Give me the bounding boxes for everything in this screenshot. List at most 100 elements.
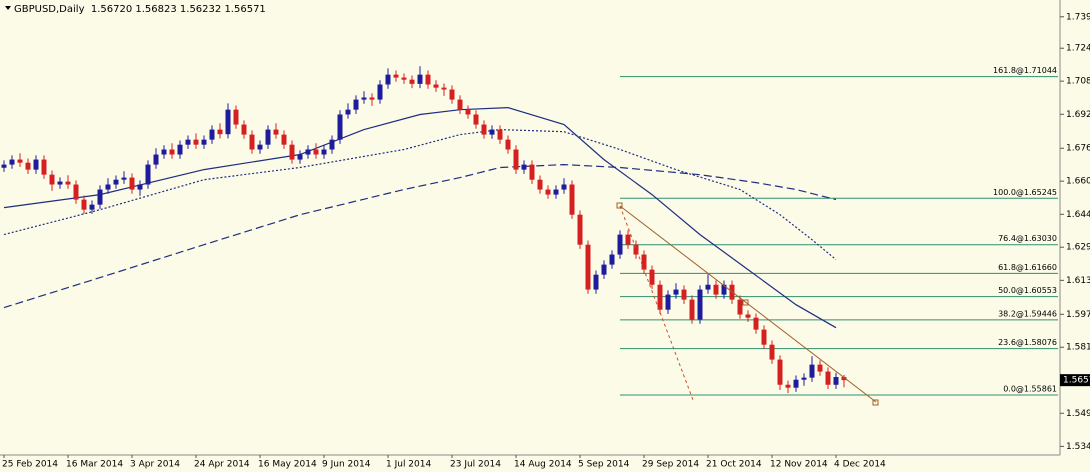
y-tick-label: 1.5499	[1066, 409, 1090, 419]
fib-label: 76.4@1.63030	[998, 234, 1057, 243]
candle-body	[801, 377, 807, 380]
candle-body	[617, 234, 623, 255]
candle-body	[553, 189, 559, 195]
candle-body	[809, 364, 815, 378]
candle-body	[161, 149, 167, 155]
candle-body	[345, 109, 351, 115]
x-tick-label: 12 Nov 2014	[770, 460, 828, 470]
candle-body	[209, 129, 215, 140]
candle-body	[521, 164, 527, 170]
candle-body	[665, 294, 671, 310]
candle-body	[169, 149, 175, 155]
candle-body	[33, 159, 39, 170]
candle-body	[425, 74, 431, 85]
candle-body	[465, 109, 471, 115]
candle-body	[17, 159, 23, 163]
candle-body	[145, 164, 151, 185]
candle-body	[321, 149, 327, 155]
candle-body	[297, 154, 303, 160]
candle-body	[49, 174, 55, 185]
candle-body	[201, 139, 207, 145]
menu-triangle	[5, 6, 11, 10]
fib-base-line	[619, 205, 694, 401]
candle-body	[505, 139, 511, 150]
x-tick-label: 4 Dec 2014	[834, 460, 886, 470]
candle-body	[289, 144, 295, 160]
candle-body	[457, 99, 463, 110]
candle-body	[257, 144, 263, 150]
x-tick-label: 29 Sep 2014	[642, 460, 699, 470]
x-tick-label: 5 Sep 2014	[578, 460, 630, 470]
chart-title: GBPUSD,Daily 1.56720 1.56823 1.56232 1.5…	[14, 4, 266, 15]
current-price-box	[1060, 374, 1090, 387]
candle-body	[137, 184, 143, 190]
candle-body	[441, 87, 447, 90]
candle-body	[241, 124, 247, 135]
candle-body	[121, 177, 127, 180]
candle-body	[753, 317, 759, 330]
moving-average	[3, 163, 837, 309]
candle-body	[641, 254, 647, 270]
candle-body	[313, 149, 319, 155]
current-price-label: 1.5657	[1063, 376, 1090, 386]
x-tick-label: 16 May 2014	[258, 460, 317, 470]
trend-anchor	[872, 399, 879, 406]
candle-body	[705, 284, 711, 290]
y-tick-label: 1.7083	[1066, 77, 1090, 87]
y-tick-label: 1.6448	[1066, 210, 1090, 220]
x-tick-label: 24 Apr 2014	[194, 460, 250, 470]
candle-body	[265, 129, 271, 145]
x-tick-label: 1 Jul 2014	[386, 460, 431, 470]
candle-body	[537, 179, 543, 190]
candle-body	[785, 384, 791, 388]
candle-body	[737, 299, 743, 315]
candle-body	[721, 284, 727, 295]
fib-label: 161.8@1.71044	[993, 66, 1057, 75]
candle-body	[761, 329, 767, 345]
candle-body	[489, 129, 495, 135]
candle-body	[449, 89, 455, 100]
x-tick-label: 3 Apr 2014	[130, 460, 180, 470]
candle-body	[561, 184, 567, 190]
candle-body	[569, 184, 575, 215]
candle-body	[673, 289, 679, 295]
candle-body	[233, 109, 239, 125]
candle-body	[633, 244, 639, 255]
candle-body	[153, 154, 159, 165]
x-tick-label: 16 Mar 2014	[66, 460, 123, 470]
candle-body	[1, 164, 7, 168]
fib-label: 0.0@1.55861	[1003, 385, 1057, 394]
y-tick-label: 1.6763	[1066, 144, 1090, 154]
candle-body	[625, 234, 631, 245]
candle-body	[97, 189, 103, 205]
candle-body	[601, 264, 607, 275]
candle-body	[217, 129, 223, 135]
candle-body	[113, 179, 119, 185]
candle-body	[481, 124, 487, 135]
y-tick-label: 1.6133	[1066, 276, 1090, 286]
candle-body	[793, 379, 799, 388]
x-tick-label: 14 Aug 2014	[514, 460, 572, 470]
candle-body	[545, 189, 551, 195]
candle-body	[473, 114, 479, 125]
candle-body	[353, 99, 359, 110]
candle-body	[777, 359, 783, 385]
candle-body	[177, 144, 183, 155]
candle-body	[609, 254, 615, 265]
candle-body	[65, 181, 71, 185]
x-tick-label: 9 Jun 2014	[322, 460, 371, 470]
y-tick-label: 1.7240	[1066, 44, 1090, 54]
candle-body	[841, 377, 847, 381]
candle-body	[817, 364, 823, 372]
candle-body	[385, 74, 391, 85]
candle-body	[185, 139, 191, 145]
candle-body	[433, 84, 439, 88]
candle-body	[361, 97, 367, 100]
x-tick-label: 25 Feb 2014	[2, 460, 58, 470]
candle-body	[41, 159, 47, 175]
candle-body	[409, 79, 415, 84]
